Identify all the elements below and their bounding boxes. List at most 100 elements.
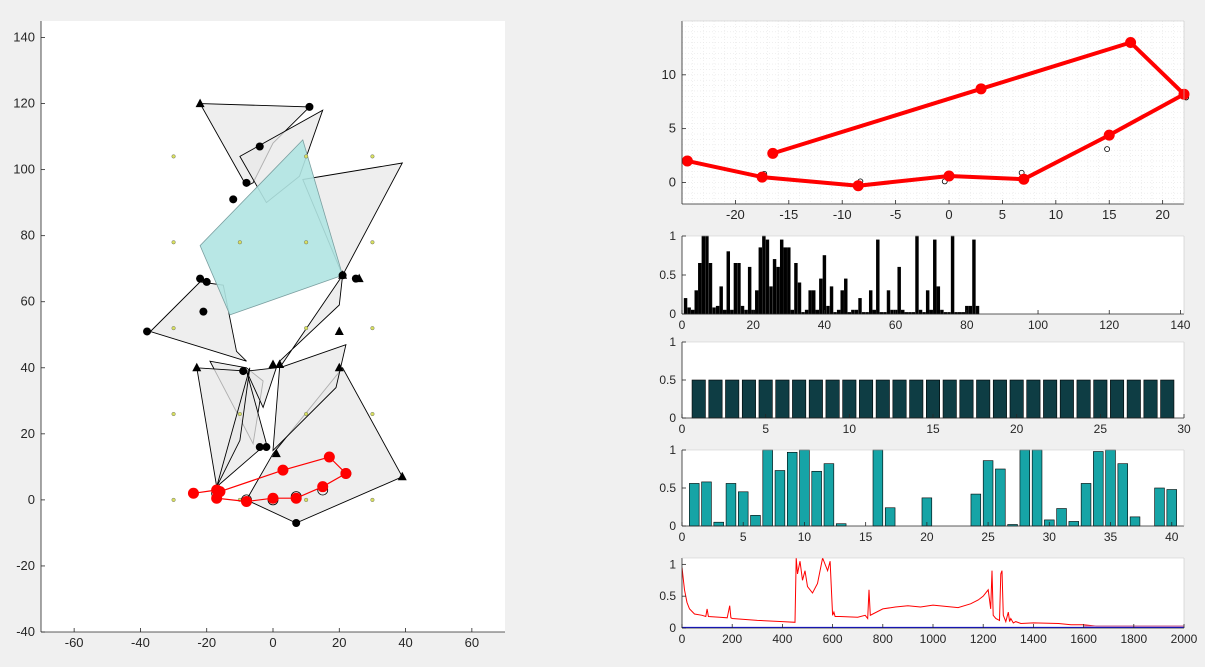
x-tick-label: 5 xyxy=(740,530,747,544)
bar xyxy=(844,278,848,315)
bar xyxy=(755,290,759,315)
bar xyxy=(933,239,937,315)
bar xyxy=(925,290,930,315)
bar xyxy=(1080,483,1092,527)
node-dot xyxy=(239,367,248,376)
x-tick-label: 5 xyxy=(999,207,1006,222)
bar xyxy=(799,449,810,527)
x-tick-label: 0 xyxy=(679,318,686,332)
y-tick-label: 40 xyxy=(21,360,35,375)
axis-frame: -60 -40 -20 0 20 40 60 -40 -20 0 20 40 60 80 100 120 140 xyxy=(13,21,505,650)
seed-point xyxy=(370,497,375,502)
y-tick-label: 0 xyxy=(669,174,676,189)
bar xyxy=(689,483,700,527)
bar xyxy=(1129,516,1141,527)
bar xyxy=(872,309,876,315)
bar xyxy=(858,298,862,315)
bar xyxy=(808,290,812,315)
node-dot xyxy=(262,443,271,452)
bar xyxy=(701,481,712,527)
seed-point xyxy=(370,326,375,331)
bar xyxy=(737,262,741,315)
bar xyxy=(1068,521,1080,527)
workspace-axes: -60 -40 -20 0 20 40 60 -40 -20 0 20 40 60 80 100 120 140 xyxy=(13,21,505,650)
bar xyxy=(712,307,716,315)
x-tick-label: 2000 xyxy=(1171,632,1198,646)
trajectory-point xyxy=(1103,129,1115,141)
bar xyxy=(819,278,823,315)
bar xyxy=(719,286,723,315)
path-point xyxy=(240,496,252,508)
y-tick-label: 0 xyxy=(669,307,676,321)
x-tick-label: 80 xyxy=(960,318,974,332)
y-tick-label: 1 xyxy=(669,335,676,349)
node-triangle xyxy=(192,362,202,372)
y-tick-label: 0 xyxy=(669,411,676,425)
y-tick-label: 1 xyxy=(669,443,676,457)
bar xyxy=(769,286,773,315)
path-point xyxy=(214,486,226,498)
bar xyxy=(918,309,923,315)
node-dot xyxy=(143,327,152,336)
node-dot xyxy=(242,178,251,187)
bar xyxy=(1154,487,1165,527)
x-tick-label: 200 xyxy=(722,632,742,646)
bar xyxy=(826,305,830,315)
seed-point xyxy=(304,240,309,245)
bar xyxy=(708,262,713,315)
y-tick-label: 1 xyxy=(669,557,676,571)
seed-point xyxy=(171,154,176,159)
node-triangle xyxy=(334,326,344,335)
bar xyxy=(725,483,737,527)
plot-area xyxy=(682,558,1184,628)
y-tick-label: 80 xyxy=(21,228,35,243)
x-tick-label: 10 xyxy=(798,530,812,544)
region-polygon xyxy=(245,367,277,409)
bar xyxy=(811,470,822,527)
y-tick-label: 5 xyxy=(669,121,676,136)
x-tick-label: 15 xyxy=(859,530,873,544)
bar xyxy=(687,307,691,315)
bar xyxy=(740,305,745,315)
seed-point xyxy=(237,240,242,245)
axis-frame: 0 5 10 15 20 25 30 0 0.5 1 xyxy=(659,335,1191,436)
path-point xyxy=(277,464,289,476)
x-tick-label: 20 xyxy=(1010,422,1024,436)
x-tick-label: 60 xyxy=(465,635,479,650)
bar xyxy=(762,449,773,527)
x-tick-label: -20 xyxy=(726,207,745,222)
path-point xyxy=(267,492,279,504)
y-tick-label: 0 xyxy=(669,621,676,635)
bar xyxy=(915,235,919,315)
bar xyxy=(694,290,698,315)
x-tick-label: 0 xyxy=(269,635,276,650)
x-tick-label: 40 xyxy=(398,635,412,650)
bar xyxy=(779,239,784,315)
path-point xyxy=(323,451,335,463)
trajectory-point xyxy=(681,155,693,167)
bar xyxy=(786,451,798,527)
x-tick-label: 1800 xyxy=(1120,632,1147,646)
x-tick-label: 100 xyxy=(1028,318,1048,332)
bar xyxy=(790,309,795,315)
bar xyxy=(1110,379,1125,419)
seed-point xyxy=(171,412,176,417)
bar xyxy=(876,239,880,315)
trajectory-line xyxy=(686,40,1186,188)
node-dot xyxy=(255,443,264,452)
seed-point xyxy=(171,326,176,331)
x-tick-label: 5 xyxy=(762,422,769,436)
bar xyxy=(1160,379,1175,419)
bar xyxy=(901,309,905,315)
bar xyxy=(1059,379,1074,419)
y-tick-label: 100 xyxy=(13,162,35,177)
node-triangle xyxy=(275,359,285,368)
bar xyxy=(750,515,761,527)
seed-point xyxy=(237,412,242,417)
node-triangle xyxy=(338,270,348,279)
bar xyxy=(797,282,802,315)
x-tick-label: 1600 xyxy=(1070,632,1097,646)
bar xyxy=(776,266,780,315)
bar xyxy=(968,305,973,315)
bar xyxy=(774,470,786,527)
